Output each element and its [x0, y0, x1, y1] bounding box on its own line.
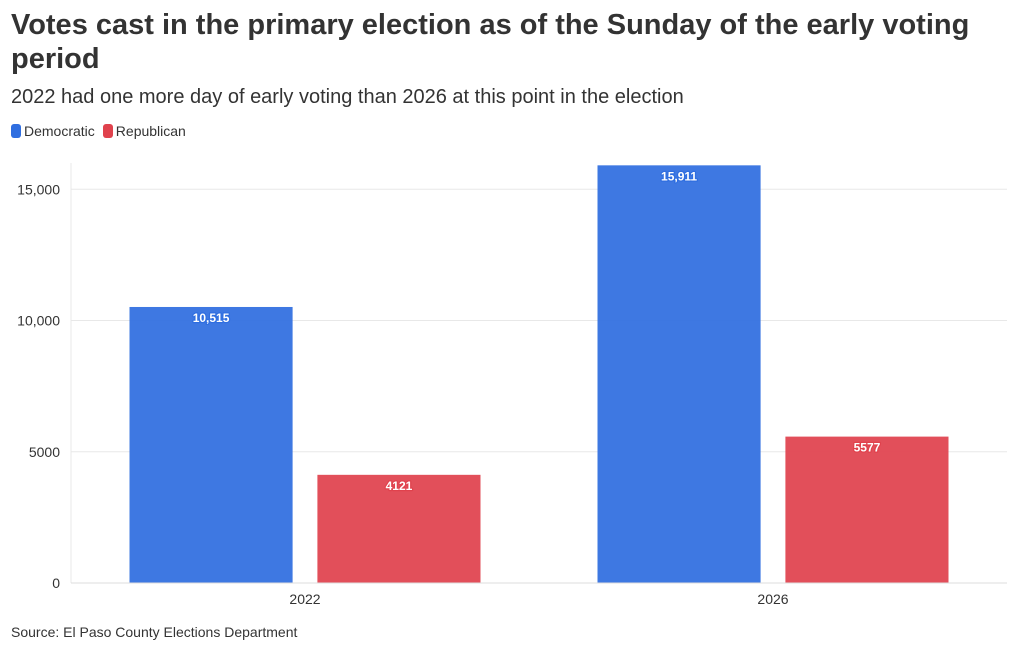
legend-label-republican: Republican — [115, 123, 186, 139]
legend-swatch-democratic — [11, 124, 21, 138]
y-tick-label: 10,000 — [17, 313, 60, 329]
bar-democratic-2022 — [129, 306, 293, 583]
bar-republican-2026 — [785, 436, 949, 583]
bar-republican-2022 — [317, 474, 481, 583]
data-label-republican-2026: 5577 — [854, 441, 881, 455]
source-note: Source: El Paso County Elections Departm… — [11, 624, 298, 640]
bar-democratic-2026 — [597, 165, 761, 583]
y-tick-label: 0 — [52, 575, 60, 591]
legend-swatch-republican — [102, 124, 113, 138]
legend-item-republican[interactable]: Republican — [102, 122, 186, 140]
chart-title: Votes cast in the primary election as of… — [11, 9, 970, 75]
y-tick-label: 15,000 — [17, 181, 60, 197]
legend-label-democratic: Democratic — [24, 123, 95, 139]
x-tick-label: 2022 — [289, 591, 320, 607]
chart-subtitle: 2022 had one more day of early voting th… — [11, 86, 684, 108]
data-label-democratic-2022: 10,515 — [193, 311, 230, 325]
legend-item-democratic[interactable]: Democratic — [11, 122, 95, 140]
y-tick-label: 5000 — [29, 444, 60, 460]
legend: Democratic Republican — [11, 122, 186, 140]
data-label-republican-2022: 4121 — [386, 479, 413, 493]
data-label-democratic-2026: 15,911 — [661, 169, 697, 183]
x-tick-label: 2026 — [757, 591, 788, 607]
bar-chart: 0 5000 10,000 15,000 10,515 4121 2022 15,911 557… — [17, 163, 1007, 607]
